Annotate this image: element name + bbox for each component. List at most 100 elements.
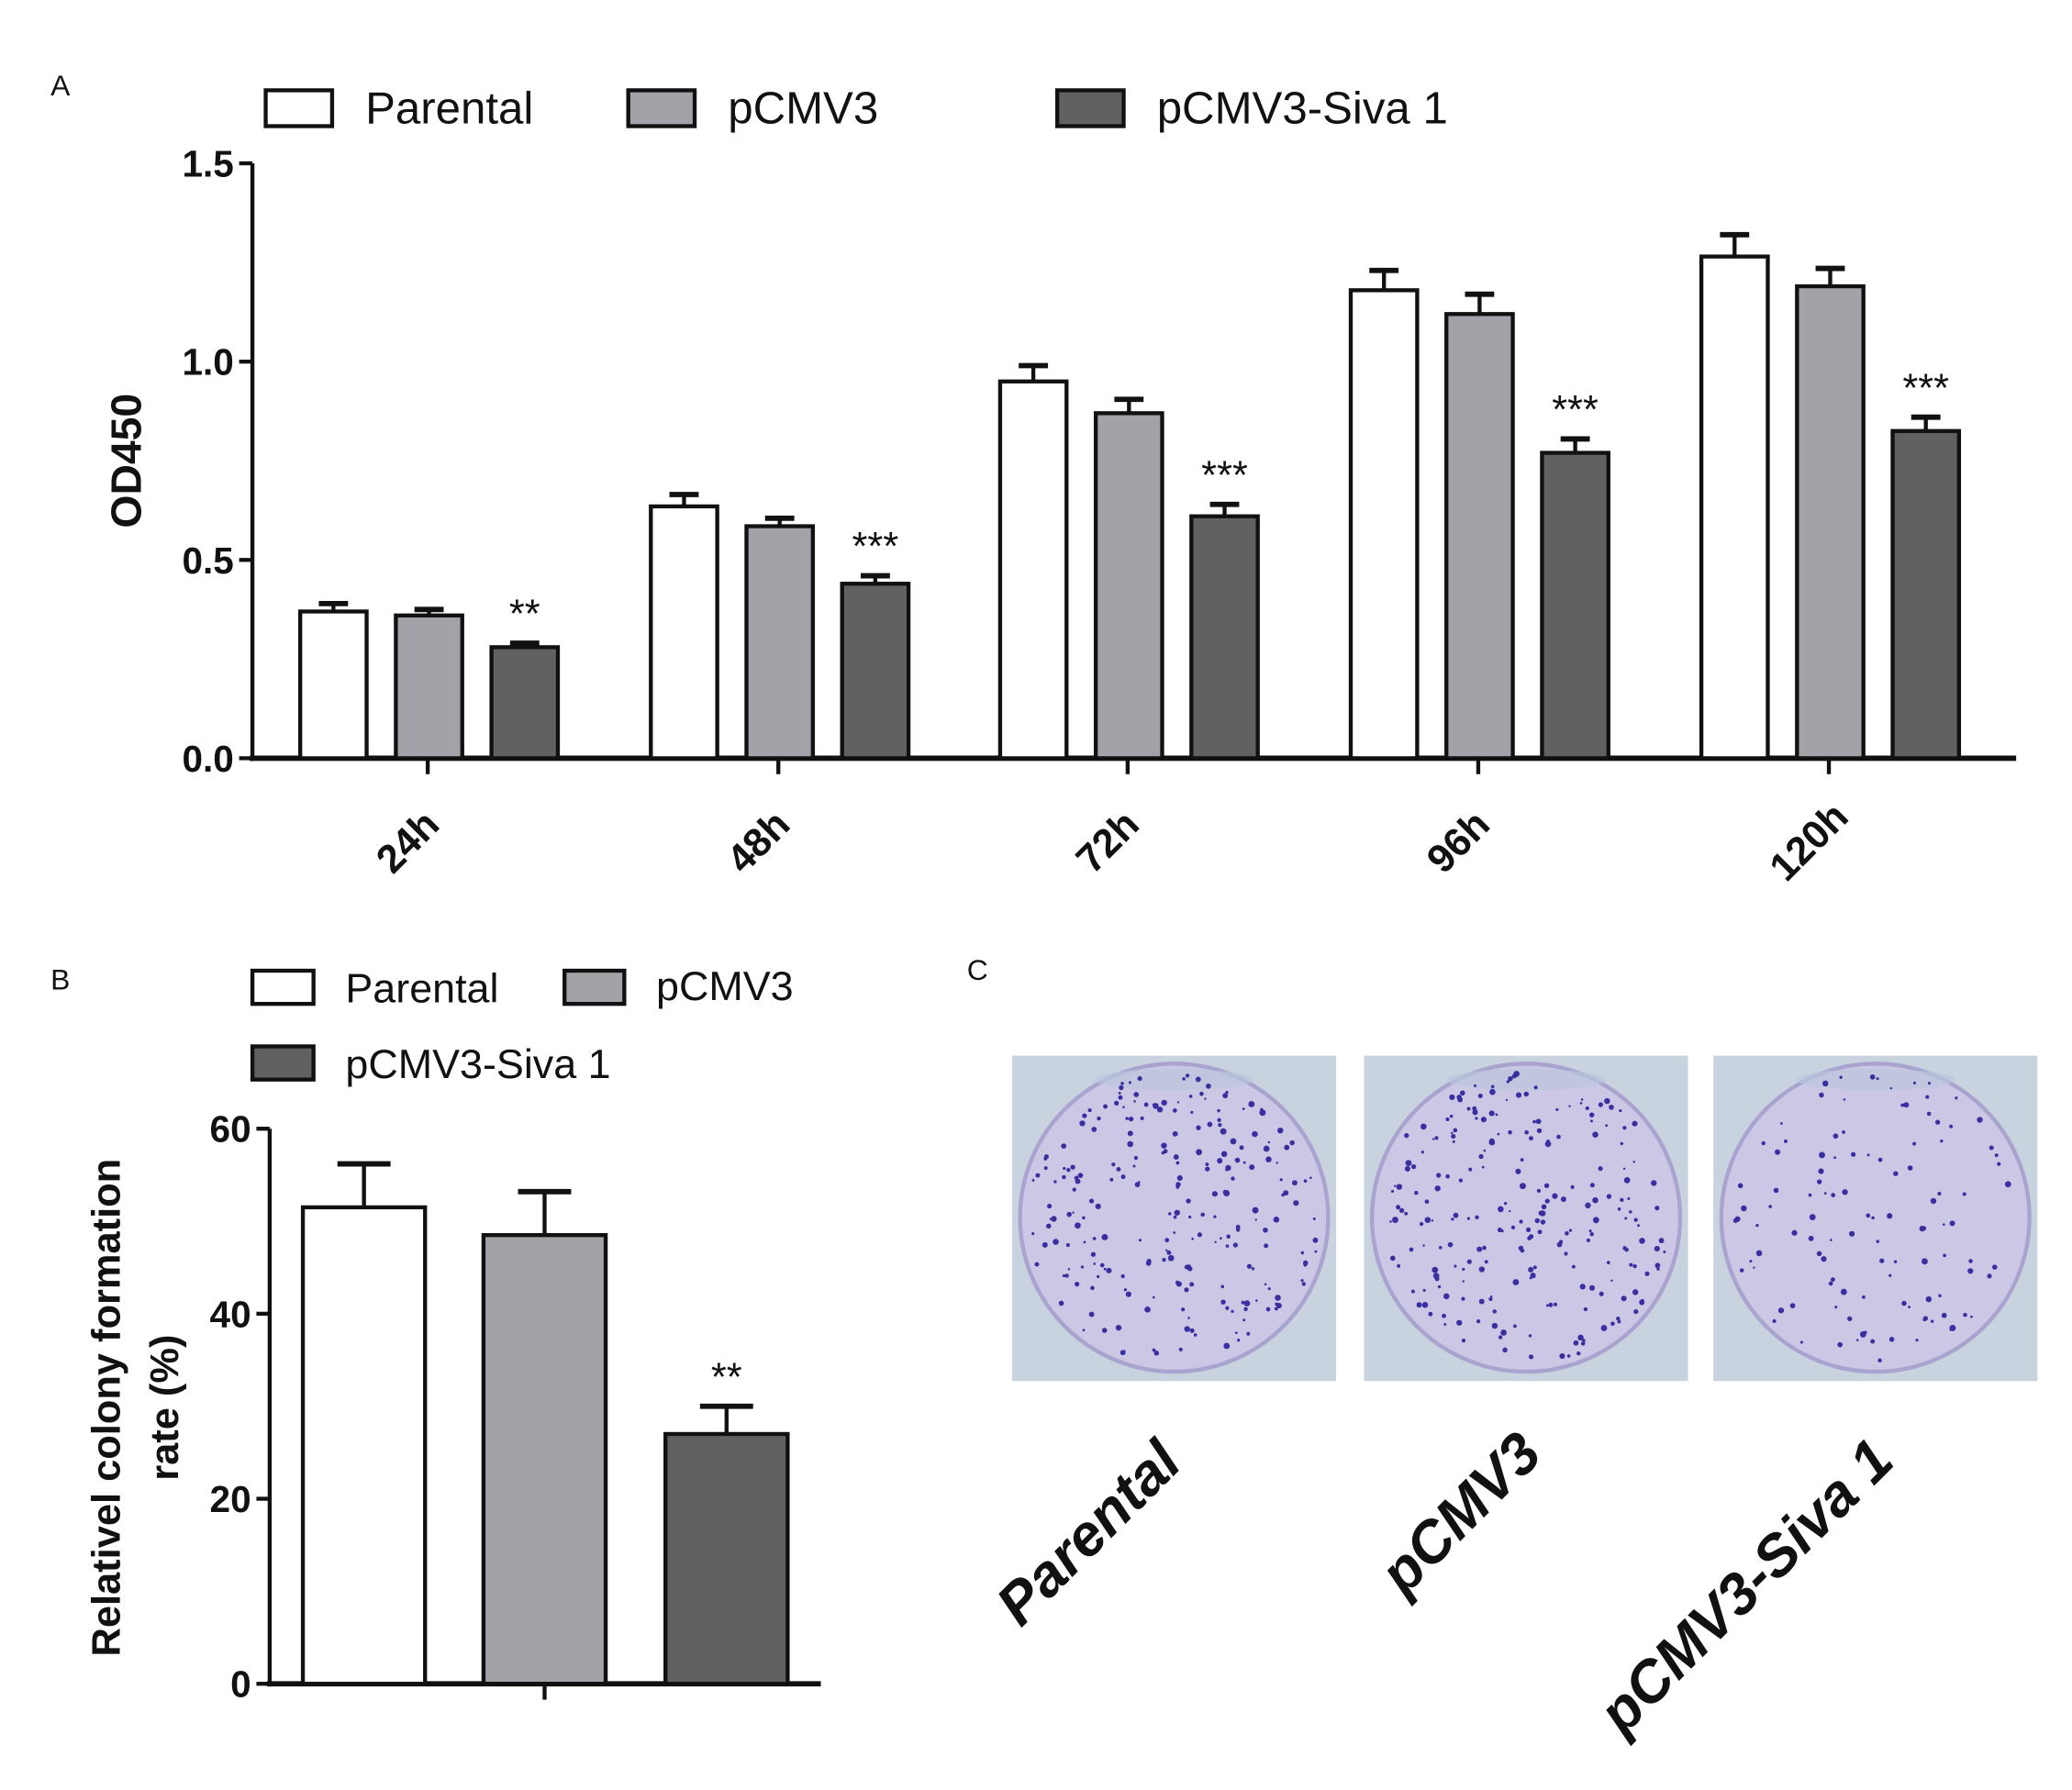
colony-dot: [1893, 1260, 1898, 1263]
x-tick-label: 96h: [1419, 802, 1498, 882]
colony-dot: [1773, 1187, 1779, 1194]
panel-label-c: C: [967, 953, 988, 986]
colony-dot: [1912, 1081, 1917, 1084]
colony-dot: [1070, 1164, 1075, 1170]
colony-dot: [1222, 1093, 1229, 1099]
colony-dot: [1893, 1171, 1899, 1176]
colony-dot: [1491, 1322, 1498, 1329]
colony-dot: [1065, 1243, 1070, 1248]
y-tick-label: 0: [230, 1663, 251, 1706]
legend-label-pcmv3: pCMV3: [728, 83, 878, 134]
colony-dot: [1051, 1216, 1057, 1222]
colony-dot: [1043, 1154, 1049, 1160]
colony-dot: [1937, 1192, 1942, 1196]
colony-dot: [1314, 1250, 1318, 1253]
colony-dot: [1074, 1175, 1079, 1181]
colony-dot: [1525, 1227, 1532, 1232]
colony-dot: [1609, 1104, 1614, 1110]
colony-dot: [1876, 1240, 1880, 1243]
colony-dot: [1529, 1136, 1533, 1141]
colony-dot: [1438, 1246, 1443, 1250]
colony-dot: [1468, 1167, 1473, 1172]
colony-dot: [1632, 1263, 1637, 1269]
bar-pcmv3: [1795, 284, 1866, 761]
colony-dot: [1530, 1273, 1536, 1279]
dish-reflection: [1094, 1069, 1254, 1091]
colony-dot: [1761, 1140, 1766, 1146]
y-axis-label-b-line2: rate (%): [143, 1335, 187, 1481]
colony-dot: [1741, 1205, 1747, 1212]
colony-dot: [1264, 1243, 1269, 1249]
colony-dot: [1489, 1088, 1496, 1095]
colony-dot: [1106, 1267, 1112, 1273]
colony-dot: [1390, 1189, 1395, 1193]
colony-dot: [1568, 1229, 1573, 1232]
colony-dot: [1739, 1268, 1744, 1273]
colony-dot: [1034, 1262, 1040, 1267]
colony-dot: [1449, 1094, 1455, 1100]
colony-dot: [1912, 1141, 1917, 1146]
colony-dot: [1161, 1151, 1165, 1155]
bar-pcmv3: [1093, 411, 1164, 761]
colony-dot: [1987, 1273, 1992, 1279]
colony-dot: [1161, 1099, 1167, 1106]
panel-label-a: A: [50, 69, 71, 102]
colony-dot: [1066, 1168, 1071, 1173]
colony-dot: [1585, 1106, 1589, 1111]
colony-dot: [1312, 1217, 1316, 1220]
colony-dot: [1508, 1076, 1513, 1082]
colony-dot: [1053, 1239, 1059, 1245]
colony-dot: [1082, 1329, 1086, 1332]
colony-dot: [1281, 1193, 1286, 1197]
colony-dot: [1534, 1217, 1541, 1224]
colony-dot: [1404, 1133, 1409, 1139]
colony-dot: [1461, 1339, 1466, 1343]
colony-dot: [1466, 1259, 1472, 1264]
colony-dot: [1206, 1083, 1211, 1089]
bar-parental: [1699, 254, 1770, 761]
colony-dot: [1062, 1174, 1066, 1180]
colony-dot: [1462, 1280, 1465, 1283]
colony-dot: [1520, 1158, 1524, 1162]
colony-dot: [1255, 1299, 1258, 1302]
colony-dot: [1207, 1121, 1213, 1128]
y-tick-label: 20: [210, 1478, 251, 1520]
colony-dot: [1452, 1140, 1455, 1143]
colony-dot: [1556, 1134, 1561, 1140]
colony-dot: [1832, 1133, 1839, 1140]
colony-dot: [1291, 1180, 1298, 1186]
colony-dot: [1476, 1318, 1481, 1324]
colony-dot: [1943, 1223, 1945, 1226]
colony-dot: [1118, 1095, 1123, 1100]
colony-dot: [1223, 1342, 1231, 1350]
colony-dot: [1246, 1263, 1253, 1269]
colony-dot: [1528, 1334, 1532, 1338]
colony-dot: [1651, 1180, 1657, 1186]
colony-dot: [1186, 1198, 1191, 1204]
colony-dot: [1405, 1160, 1412, 1167]
colony-dot: [1926, 1111, 1932, 1117]
colony-dot: [1476, 1246, 1483, 1252]
colony-dot: [1922, 1258, 1928, 1265]
colony-dot: [1453, 1212, 1459, 1218]
colony-dot: [1303, 1260, 1309, 1266]
colony-dot: [1182, 1077, 1186, 1081]
colony-dot: [1949, 1124, 1954, 1128]
colony-dot: [1821, 1080, 1829, 1087]
colony-dot: [1488, 1139, 1496, 1146]
colony-dot: [1454, 1264, 1457, 1268]
colony-dot: [1475, 1117, 1478, 1120]
colony-dot: [1241, 1300, 1245, 1305]
colony-dot: [1570, 1184, 1575, 1189]
colony-dot: [1173, 1231, 1176, 1234]
colony-dot: [1428, 1311, 1433, 1317]
colony-dot: [1243, 1300, 1251, 1306]
colony-dot: [1188, 1095, 1193, 1098]
colony-dot: [1870, 1339, 1876, 1344]
chart-a: 0.0 0.5 1.0 1.5 24h ** 48h *** 72h *** 96h *** 120h *…: [182, 142, 2017, 890]
colony-dot: [1900, 1103, 1905, 1107]
colony-dot: [1431, 1219, 1434, 1222]
colony-dot: [1808, 1235, 1814, 1241]
colony-dot: [1235, 1225, 1241, 1229]
